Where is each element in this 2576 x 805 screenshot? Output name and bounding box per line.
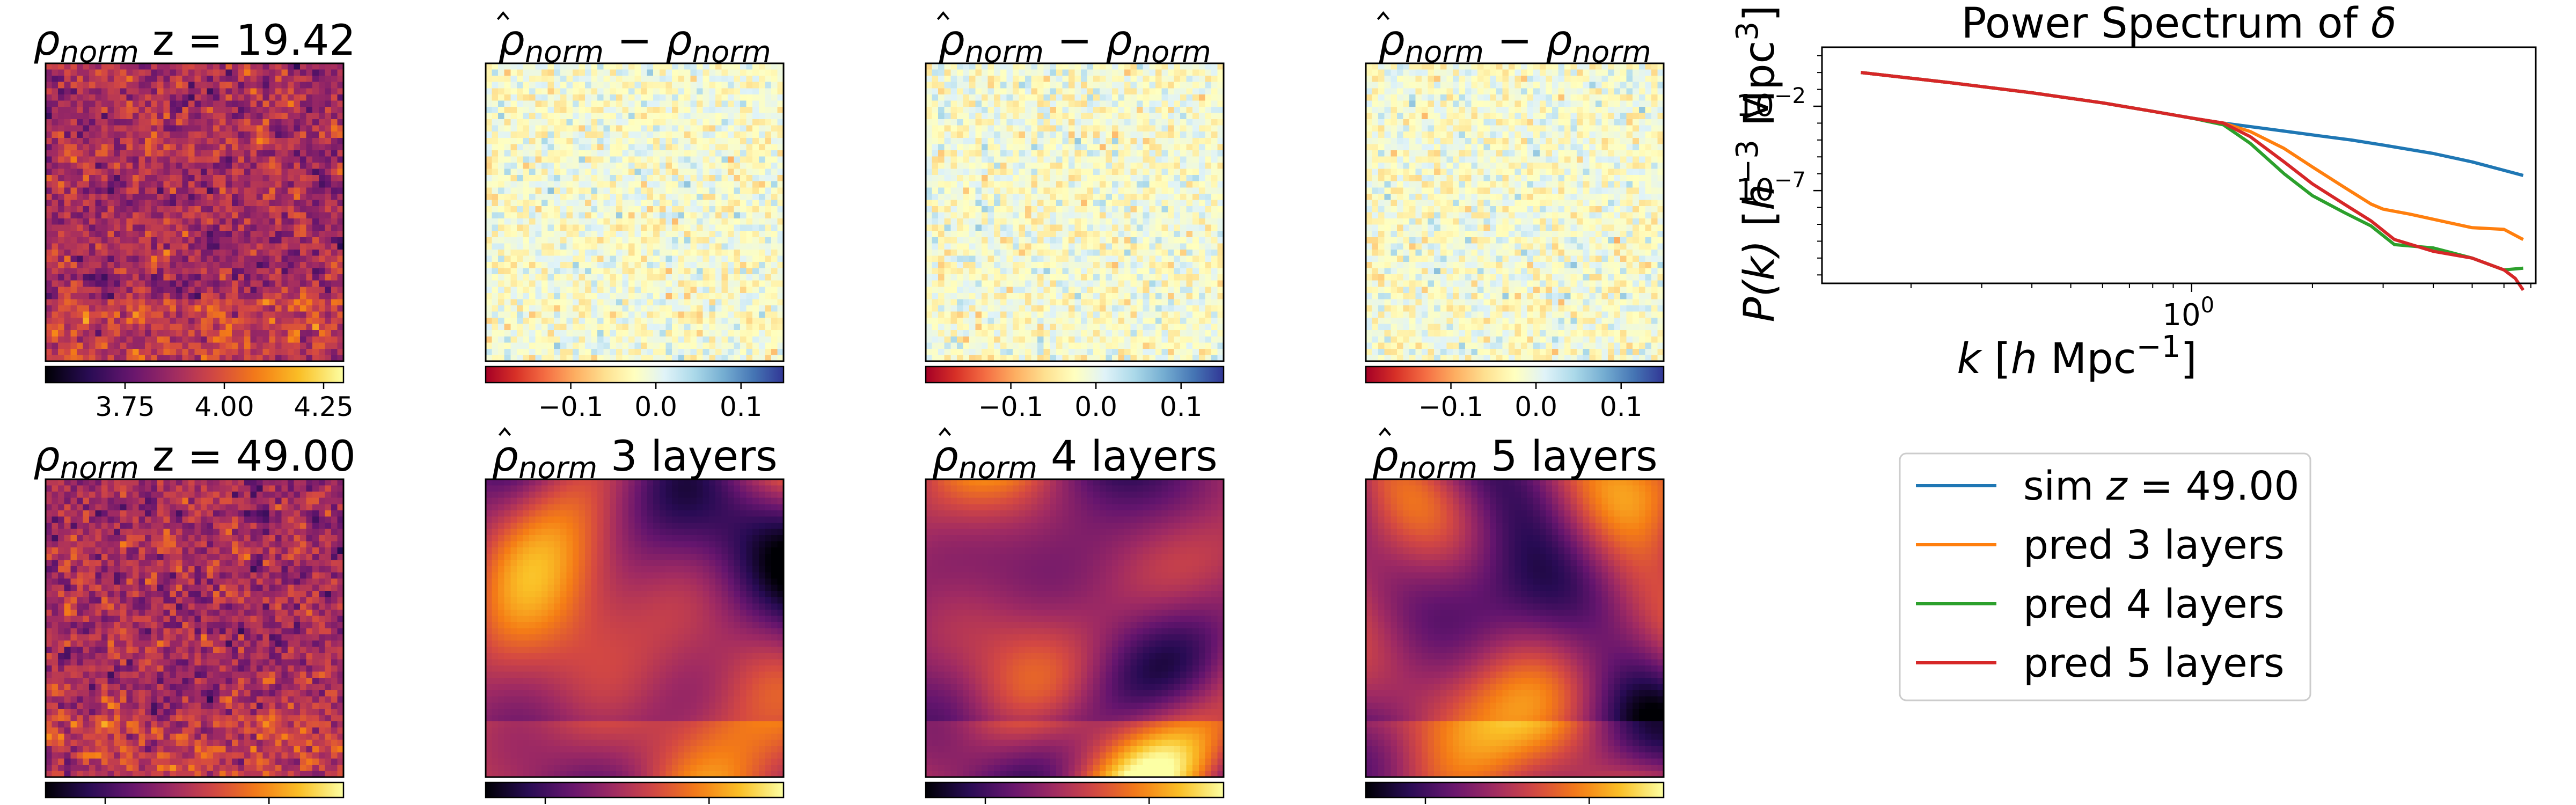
- series-line-1: [1861, 72, 2523, 239]
- x-axis-label: k [h Mpc−1]: [1957, 330, 2197, 383]
- colorbar-tick-label: 0.1: [720, 391, 763, 422]
- panel-top-4: ρnorm − ρnorm −0.1 0.0 0.1: [1366, 13, 1664, 422]
- colorbar-tick-label: 4.00: [194, 391, 254, 422]
- colorbar-tick-label: 0.0: [1514, 391, 1557, 422]
- legend-label: sim z = 49.00: [2023, 463, 2299, 509]
- panel-top-2: ρnorm − ρnorm −0.1 0.0 0.1: [486, 13, 784, 422]
- series-line-3: [1861, 72, 2523, 290]
- heatmap-image: [926, 63, 1224, 362]
- series-line-0: [1861, 72, 2523, 175]
- panel-top-3: ρnorm − ρnorm −0.1 0.0 0.1: [926, 13, 1224, 422]
- colorbar: [46, 782, 343, 797]
- colorbar-tick-label: −0.1: [1418, 391, 1483, 422]
- colorbar: [926, 782, 1224, 797]
- panel-title: ρnorm 4 layers: [932, 433, 1217, 486]
- series-line-2: [1861, 72, 2523, 270]
- panel-title: ρnorm 3 layers: [492, 433, 777, 486]
- panel-title: ρnorm z = 49.00: [33, 433, 356, 486]
- panel-bottom-3: ρnorm 4 layers: [926, 429, 1224, 804]
- panel-bottom-2: ρnorm 3 layers: [486, 429, 784, 804]
- chart-title: Power Spectrum of δ: [1961, 0, 2396, 48]
- colorbar: [1366, 782, 1664, 797]
- colorbar-tick-label: −0.1: [978, 391, 1043, 422]
- panel-title: ρnorm − ρnorm: [938, 17, 1211, 70]
- legend-label: pred 3 layers: [2023, 522, 2285, 568]
- colorbar: [926, 367, 1224, 383]
- colorbar-tick-label: 4.25: [294, 391, 353, 422]
- legend-label: pred 4 layers: [2023, 581, 2285, 627]
- x-tick-label: 100: [2162, 293, 2214, 333]
- heatmap-image: [46, 63, 344, 362]
- panel-title: ρnorm − ρnorm: [1378, 17, 1651, 70]
- colorbar-tick-label: 0.1: [1600, 391, 1643, 422]
- colorbar-tick-label: 0.0: [634, 391, 677, 422]
- panel-title: ρnorm − ρnorm: [498, 17, 771, 70]
- colorbar: [46, 367, 343, 383]
- panel-title: ρnorm z = 19.42: [33, 17, 356, 70]
- colorbar: [486, 782, 784, 797]
- panel-top-1: ρnorm z = 19.42 3.75 4.00 4.25: [33, 17, 356, 422]
- colorbar-tick-label: 0.1: [1160, 391, 1203, 422]
- panel-bottom-4: ρnorm 5 layers: [1366, 429, 1664, 804]
- heatmap-image: [46, 479, 344, 778]
- heatmap-image: [486, 479, 784, 778]
- heatmap-image: [486, 63, 784, 362]
- colorbar: [486, 367, 784, 383]
- heatmap-image: [926, 479, 1224, 778]
- colorbar: [1366, 367, 1664, 383]
- colorbar-tick-label: −0.1: [538, 391, 603, 422]
- y-axis-label: P(k) [h−3 Mpc3]: [1730, 5, 1784, 323]
- panel-bottom-1: ρnorm z = 49.00: [33, 433, 356, 804]
- colorbar-tick-label: 0.0: [1074, 391, 1117, 422]
- heatmap-image: [1366, 479, 1664, 778]
- colorbar-tick-label: 3.75: [95, 391, 155, 422]
- heatmap-image: [1366, 63, 1664, 362]
- power-spectrum-legend: sim z = 49.00 pred 3 layers pred 4 layers p…: [1900, 453, 2310, 700]
- image-panels: ρnorm z = 19.42 3.75 4.00 4.25 ρnorm − ρnorm…: [33, 13, 1664, 804]
- panel-title: ρnorm 5 layers: [1372, 433, 1657, 486]
- legend-label: pred 5 layers: [2023, 640, 2285, 686]
